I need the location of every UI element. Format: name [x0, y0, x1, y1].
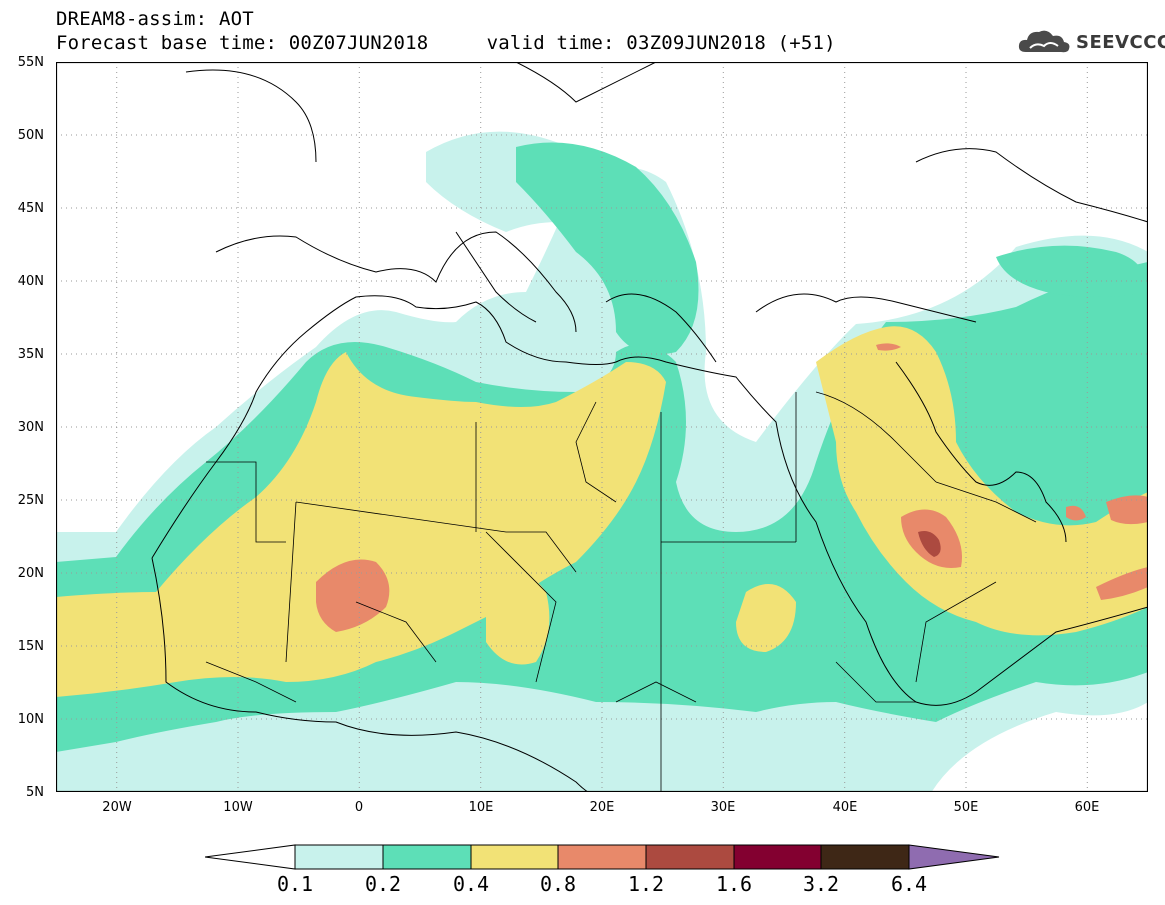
colorbar-swatch-0-1 — [294, 844, 384, 870]
aot-map — [56, 62, 1148, 792]
colorbar-label-3-2: 3.2 — [802, 872, 840, 896]
colorbar-swatch-0-8 — [557, 844, 647, 870]
lat-label-40n: 40N — [17, 274, 44, 289]
colorbar-label-0-4: 0.4 — [452, 872, 490, 896]
colorbar-swatch-1-2 — [645, 844, 735, 870]
map-frame — [56, 62, 1148, 792]
lat-label-10n: 10N — [17, 712, 44, 727]
colorbar-over-arrow — [908, 844, 1000, 870]
lon-label-30e: 30E — [710, 800, 736, 815]
seevccc-logo: SEEVCCC — [1016, 24, 1165, 60]
aot-colorbar — [205, 844, 1000, 870]
lat-label-15n: 15N — [17, 639, 44, 654]
aot-band-0-4 — [56, 326, 1148, 697]
lat-label-35n: 35N — [17, 347, 44, 362]
aot-band-0-8 — [316, 343, 1148, 632]
lat-label-5n: 5N — [26, 785, 44, 800]
lon-label-10e: 10E — [468, 800, 494, 815]
lon-label-20w: 20W — [102, 800, 132, 815]
colorbar-label-1-2: 1.2 — [627, 872, 665, 896]
colorbar-swatch-0-2 — [382, 844, 472, 870]
colorbar-label-0-2: 0.2 — [364, 872, 402, 896]
lat-label-50n: 50N — [17, 128, 44, 143]
lat-label-20n: 20N — [17, 566, 44, 581]
forecast-time-line: Forecast base time: 00Z07JUN2018 valid t… — [56, 32, 836, 54]
colorbar-swatch-1-6 — [733, 844, 822, 870]
colorbar-label-0-8: 0.8 — [539, 872, 577, 896]
lat-label-25n: 25N — [17, 493, 44, 508]
colorbar-swatch-0-4 — [470, 844, 559, 870]
colorbar-label-6-4: 6.4 — [890, 872, 928, 896]
country-borders — [205, 391, 1037, 792]
lon-label-60e: 60E — [1074, 800, 1100, 815]
lon-label-10w: 10W — [223, 800, 253, 815]
coastlines — [151, 62, 1148, 792]
colorbar-label-0-1: 0.1 — [276, 872, 314, 896]
cloud-icon — [1018, 30, 1070, 53]
colorbar-label-1-6: 1.6 — [715, 872, 753, 896]
logo-text: SEEVCCC — [1076, 32, 1165, 53]
aot-band-1-2 — [918, 531, 941, 557]
colorbar-swatch-3-2 — [820, 844, 910, 870]
colorbar-under-arrow — [205, 844, 296, 870]
graticule — [56, 62, 1148, 792]
lon-label-20e: 20E — [589, 800, 615, 815]
lat-label-55n: 55N — [17, 55, 44, 70]
lon-label-50e: 50E — [953, 800, 979, 815]
lon-label-0: 0 — [354, 800, 364, 815]
lat-label-30n: 30N — [17, 420, 44, 435]
map-title: DREAM8-assim: AOT — [56, 8, 254, 30]
lon-label-40e: 40E — [832, 800, 858, 815]
lat-label-45n: 45N — [17, 201, 44, 216]
